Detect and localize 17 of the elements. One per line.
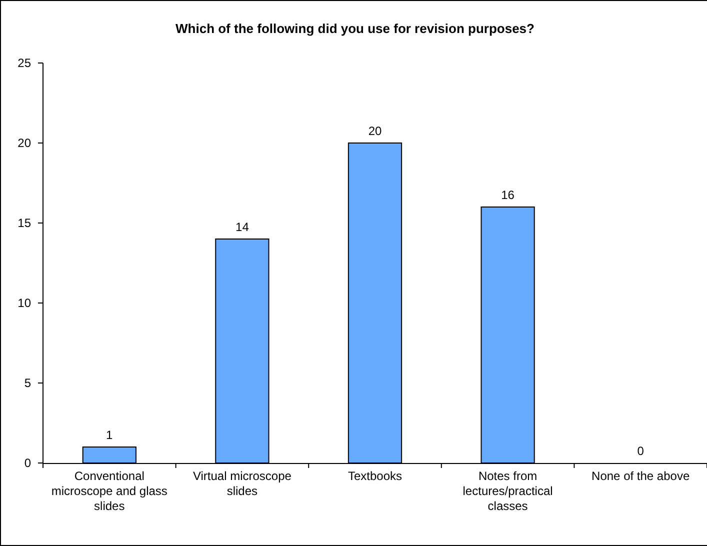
data-label: 20 xyxy=(368,124,382,138)
x-tick-label: Conventional microscope and glass slides xyxy=(51,469,168,513)
data-label: 0 xyxy=(637,444,644,458)
x-tick-label: Notes from lectures/practical classes xyxy=(462,469,553,513)
data-label: 16 xyxy=(501,188,515,202)
y-tick-label: 20 xyxy=(18,136,32,150)
data-label: 14 xyxy=(236,220,250,234)
x-tick-label: Virtual microscope slides xyxy=(192,469,292,498)
y-tick-label: 15 xyxy=(18,216,32,230)
y-tick-label: 5 xyxy=(24,376,32,390)
data-label: 1 xyxy=(106,428,114,442)
x-tick-label: None of the above xyxy=(592,469,690,483)
x-tick-label: Textbooks xyxy=(348,469,402,483)
y-tick-label: 0 xyxy=(24,456,32,470)
y-tick-label: 25 xyxy=(18,56,32,70)
chart-title: Which of the following did you use for revision purposes? xyxy=(176,21,535,36)
y-tick-label: 10 xyxy=(18,296,32,310)
